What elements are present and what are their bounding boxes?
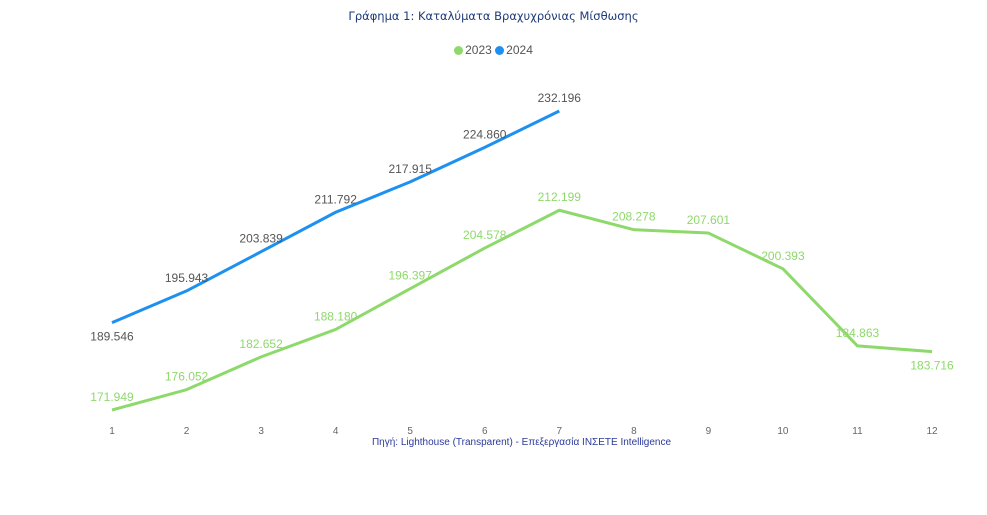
x-tick-label: 5 [407, 426, 413, 437]
data-point[interactable] [556, 108, 562, 114]
series-line-2024 [111, 109, 560, 325]
data-label: 211.792 [314, 192, 357, 206]
legend-dot-icon [495, 46, 505, 55]
legend-item-2024[interactable]: 2024 [495, 43, 533, 57]
data-label: 183.716 [910, 359, 954, 373]
data-label: 203.839 [239, 232, 283, 246]
data-label: 171.949 [90, 390, 134, 404]
legend-item-2023[interactable]: 2023 [454, 43, 492, 57]
legend-label: 2023 [465, 43, 492, 57]
data-label: 200.393 [761, 249, 805, 263]
legend-label: 2024 [506, 43, 533, 57]
data-label: 208.278 [612, 210, 656, 224]
x-tick-label: 8 [631, 426, 637, 437]
data-point[interactable] [705, 230, 711, 236]
x-tick-label: 1 [109, 426, 115, 437]
data-point[interactable] [407, 286, 413, 292]
data-point[interactable] [184, 288, 190, 294]
data-point[interactable] [184, 387, 190, 393]
data-point[interactable] [333, 209, 339, 215]
x-tick-label: 2 [184, 426, 190, 437]
series-line-2023 [111, 208, 933, 412]
x-tick-label: 6 [482, 426, 488, 437]
data-point[interactable] [780, 266, 786, 272]
data-point[interactable] [407, 179, 413, 185]
data-point[interactable] [482, 245, 488, 251]
data-point[interactable] [631, 227, 637, 233]
x-tick-label: 9 [706, 426, 712, 437]
legend-dot-icon [454, 46, 464, 55]
x-tick-label: 11 [852, 426, 863, 437]
data-point[interactable] [258, 354, 264, 360]
x-tick-label: 12 [926, 426, 938, 437]
x-tick-label: 7 [557, 426, 563, 437]
data-point[interactable] [109, 407, 115, 413]
data-label: 188.180 [314, 309, 358, 323]
data-label: 176.052 [165, 370, 209, 384]
data-label: 204.578 [463, 228, 507, 242]
data-point[interactable] [109, 320, 115, 326]
chart-title: Γράφημα 1: Καταλύματα Βραχυχρόνιας Μίσθω… [348, 9, 639, 23]
data-label: 212.199 [538, 190, 582, 204]
data-label: 189.546 [90, 330, 134, 344]
data-point[interactable] [556, 207, 562, 213]
legend: 2023 2024 [0, 43, 987, 57]
x-tick-label: 10 [777, 426, 789, 437]
data-label: 195.943 [165, 271, 209, 285]
data-label: 224.860 [463, 127, 507, 141]
data-point[interactable] [929, 349, 935, 355]
data-label: 207.601 [687, 213, 731, 227]
data-label: 196.397 [389, 269, 433, 283]
data-label: 217.915 [389, 162, 433, 176]
data-point[interactable] [333, 326, 339, 332]
data-point[interactable] [855, 343, 861, 349]
x-tick-label: 4 [333, 426, 339, 437]
data-point[interactable] [482, 144, 488, 150]
data-label: 232.196 [538, 91, 582, 105]
data-label: 182.652 [239, 337, 283, 351]
x-tick-label: 3 [258, 426, 264, 437]
source-note: Πηγή: Lighthouse (Transparent) - Επεξεργ… [371, 437, 672, 448]
data-label: 184.863 [836, 326, 880, 340]
data-point[interactable] [258, 249, 264, 255]
